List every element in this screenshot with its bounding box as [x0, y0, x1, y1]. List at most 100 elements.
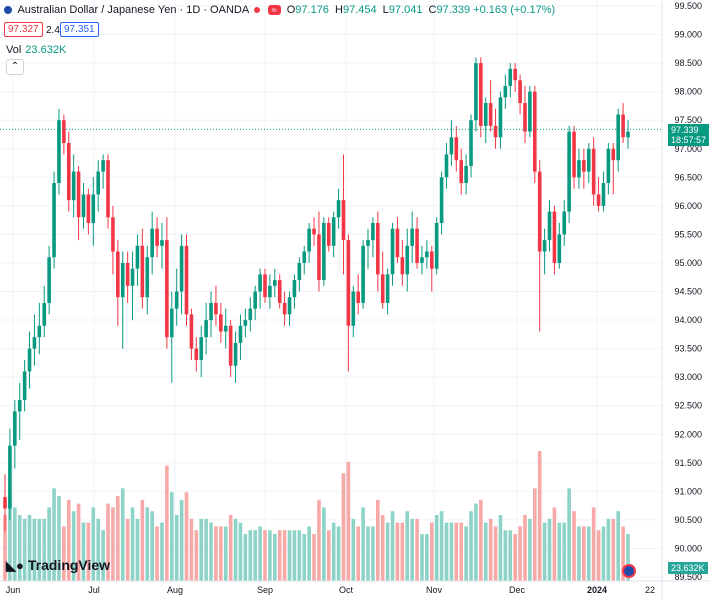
candle-body — [22, 371, 27, 400]
candle-body — [606, 148, 611, 184]
volume-bar — [22, 518, 27, 581]
volume-bar — [439, 511, 444, 581]
volume-bar — [135, 518, 140, 581]
ask-button[interactable]: 97.351 — [60, 22, 99, 37]
volume-bar — [62, 526, 66, 581]
candle-body — [243, 320, 248, 326]
candle-body — [194, 348, 199, 361]
price-tick-label: 94.500 — [674, 287, 702, 297]
volume-bar — [223, 526, 228, 581]
candle-body — [513, 68, 517, 81]
candle-body — [483, 103, 488, 126]
candle-body — [120, 262, 125, 298]
candle-body — [444, 154, 449, 178]
volume-bar — [32, 518, 37, 581]
volume-bar — [184, 492, 189, 581]
price-tick-label: 99.500 — [674, 1, 702, 11]
compare-badge[interactable]: ≈ — [267, 5, 281, 16]
close-label: C — [428, 4, 437, 16]
candle-body — [155, 228, 159, 246]
volume-bar — [312, 534, 316, 581]
volume-bar — [591, 507, 596, 581]
volume-bar — [454, 522, 459, 581]
candle-body — [395, 228, 400, 258]
volume-bar — [572, 511, 576, 581]
volume-bar — [287, 530, 292, 581]
open-value: 97.176 — [295, 4, 329, 16]
price-tick-label: 91.500 — [674, 458, 702, 468]
candle-body — [57, 120, 61, 184]
candle-body — [380, 274, 385, 303]
candle-body — [479, 63, 483, 126]
volume-bar — [493, 526, 498, 581]
price-tick-label: 99.000 — [674, 30, 702, 40]
candle-body — [62, 120, 66, 144]
volume-bar — [27, 515, 32, 581]
candle-body — [366, 240, 370, 246]
volume-bar — [488, 518, 493, 581]
volume-bar — [562, 522, 567, 581]
volume-bar — [273, 534, 277, 581]
candle-body — [361, 245, 365, 303]
candle-body — [179, 245, 184, 292]
candle-body — [96, 171, 101, 195]
time-tick-label: Nov — [426, 585, 443, 595]
price-tick-label: 94.000 — [674, 315, 702, 325]
candle-body — [562, 211, 567, 235]
candle-body — [503, 85, 508, 98]
price-tick-label: 97.000 — [674, 144, 702, 154]
candle-body — [13, 411, 17, 446]
price-tick-label: 96.500 — [674, 172, 702, 182]
candle-body — [528, 91, 532, 132]
volume-bar — [611, 518, 616, 581]
symbol-title[interactable]: Australian Dollar / Japanese Yen · 1D · … — [17, 4, 249, 16]
candle-body — [532, 91, 537, 172]
candle-body — [27, 348, 32, 372]
collapse-legend-button[interactable]: ⌃ — [6, 59, 24, 75]
candle-body — [415, 228, 419, 263]
candle-body — [106, 160, 110, 218]
candle-body — [32, 337, 37, 349]
volume-bar — [219, 526, 223, 581]
candle-body — [248, 308, 253, 321]
volume-bar — [317, 499, 321, 581]
candle-body — [537, 171, 542, 252]
price-tick-label: 89.500 — [674, 572, 702, 582]
volume-bar — [474, 503, 478, 581]
candle-body — [86, 194, 91, 223]
flag-icon-bottom[interactable] — [622, 564, 636, 578]
volume-bar — [150, 511, 154, 581]
candle-body — [101, 160, 105, 172]
volume-bar — [130, 507, 135, 581]
candle-body — [341, 200, 346, 241]
candle-body — [582, 160, 586, 172]
candle-body — [42, 302, 47, 326]
candle-body — [542, 240, 547, 252]
candle-body — [508, 68, 513, 86]
candle-body — [17, 399, 22, 412]
price-tick-label: 92.000 — [674, 429, 702, 439]
candle-body — [596, 194, 601, 206]
volume-label: Vol — [6, 44, 22, 56]
price-axis: 99.500 99.000 98.500 98.000 97.500 97.000 96.5… — [661, 0, 702, 600]
bid-button[interactable]: 97.327 — [4, 22, 43, 37]
candle-body — [52, 183, 56, 258]
candle-body — [346, 240, 351, 326]
volume-bar — [351, 518, 356, 581]
candle-body — [135, 245, 140, 269]
volume-bar — [209, 522, 213, 581]
candle-body — [390, 228, 395, 275]
price-tick-label: 95.500 — [674, 229, 702, 239]
time-tick-label: 22 — [645, 585, 655, 595]
volume-bar — [498, 515, 503, 581]
candle-body — [577, 160, 581, 178]
candle-body — [552, 211, 557, 263]
volume-bar — [37, 518, 42, 581]
volume-bar — [528, 518, 532, 581]
market-status-icon — [253, 7, 260, 14]
volume-bar — [91, 507, 96, 581]
volume-bar — [429, 522, 434, 581]
tradingview-logo[interactable]: ◣● TradingView — [6, 557, 110, 574]
candle-body — [434, 222, 439, 269]
